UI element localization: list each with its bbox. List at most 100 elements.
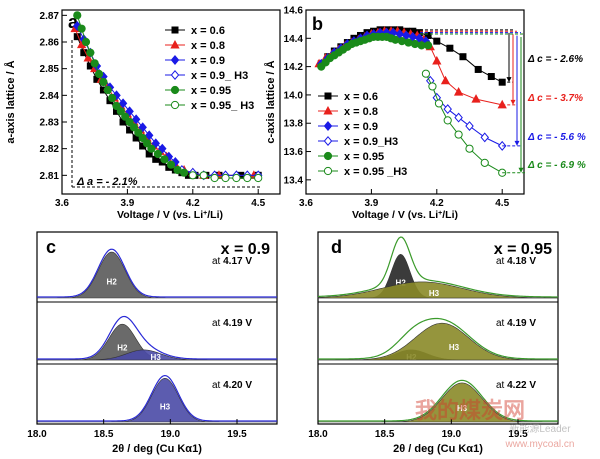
data-point [474, 65, 482, 73]
series-line [425, 73, 503, 174]
legend-label: x = 0.9 [191, 55, 225, 67]
data-point [459, 53, 467, 61]
delta-arrowhead [518, 167, 524, 173]
y-tick-label: 13.8 [284, 119, 304, 130]
legend-marker [171, 26, 179, 34]
y-tick-label: 14.2 [284, 62, 304, 73]
data-point [108, 93, 117, 103]
legend-marker [324, 92, 332, 100]
panel-a-letter: a [68, 12, 79, 32]
panel-a-series [70, 11, 263, 183]
peak-label: H3 [429, 289, 440, 298]
legend-marker [323, 166, 333, 176]
legend-marker [170, 70, 180, 80]
legend-marker [323, 121, 333, 131]
data-point [424, 31, 432, 39]
panel-a-ticks: 3.6 3.9 4.2 4.5 2.81 2.82 2.83 2.84 2.85 2.86 2.87 [40, 11, 266, 209]
x-tick-label: 18.5 [94, 429, 114, 440]
peak-area-h3 [318, 382, 559, 423]
peak-area-h3 [37, 378, 277, 423]
data-point [134, 128, 143, 137]
panel-a-legend: x = 0.6 x = 0.8 x = 0.9 x = 0.9_ H3 x = 0.95… [165, 25, 254, 112]
peak-label: H2 [107, 278, 118, 287]
delta-c-annotation: Δ c = - 6.9 % [527, 160, 586, 171]
delta-c-annotation: Δ c = - 3.7% [527, 93, 583, 104]
voltage-label: at 4.19 V [496, 318, 536, 329]
voltage-label: at 4.18 V [496, 256, 536, 267]
y-tick-label: 2.81 [40, 171, 60, 182]
y-tick-label: 13.4 [284, 175, 304, 186]
data-point [446, 44, 454, 52]
data-point [188, 171, 197, 180]
data-point [125, 106, 134, 117]
data-point [138, 133, 147, 143]
data-point [210, 173, 219, 183]
y-tick-label: 13.6 [284, 147, 304, 158]
legend-label: x = 0.9_H3 [344, 136, 398, 148]
panel-b-series [314, 26, 507, 177]
data-point [125, 117, 134, 127]
data-point [153, 149, 163, 159]
data-point [232, 173, 241, 183]
data-point [465, 144, 474, 153]
y-tick-label: 14.0 [284, 90, 304, 101]
panel-d-letter: d [331, 237, 342, 257]
panel-c: c x = 0.9 H2 at 4.17 V H2 H3 at 4.19 V H3 at 4… [27, 231, 278, 455]
x-tick-label: 4.2 [186, 198, 200, 209]
legend-marker [323, 151, 333, 161]
delta-arrowhead [506, 77, 512, 83]
watermark-line1: 我的煤炭网 [415, 398, 525, 423]
panel-d-title: x = 0.95 [494, 241, 552, 258]
data-point [487, 73, 495, 81]
peak-area-h3 [37, 349, 277, 361]
panel-d-ticks: 18.0 18.5 19.0 19.5 [308, 419, 528, 440]
panel-b-legend: x = 0.6 x = 0.8 x = 0.9 x = 0.9_H3x = 0.95 x… [318, 91, 407, 178]
data-point [158, 143, 167, 154]
envelope-line [37, 248, 277, 298]
x-tick-label: 19.0 [442, 429, 462, 440]
data-point [480, 158, 489, 167]
data-point [73, 11, 82, 20]
data-point [121, 112, 130, 121]
data-point [428, 82, 437, 91]
panel-d-xlabel: 2θ / deg (Cu Kα1) [393, 443, 483, 455]
panel-b: b c-axis lattice / Å Voltage / V (vs. Li… [264, 6, 586, 222]
data-point [166, 160, 176, 169]
x-tick-label: 3.9 [120, 198, 134, 209]
data-point [99, 77, 108, 87]
data-point [454, 130, 463, 139]
panel-c-ticks: 18.0 18.5 19.0 19.5 [27, 419, 247, 440]
delta-arrowhead [514, 140, 520, 146]
x-tick-label: 3.6 [299, 198, 313, 209]
watermark-line2: www.mycoal.cn [505, 439, 575, 450]
data-point [118, 98, 128, 109]
data-point [433, 37, 441, 45]
data-point [112, 101, 121, 111]
peak-area-h2 [37, 251, 277, 299]
data-point [90, 59, 99, 68]
legend-marker [170, 55, 180, 65]
peak-label: H3 [151, 353, 162, 362]
peak-label: H3 [160, 402, 171, 411]
data-point [171, 157, 180, 167]
x-tick-label: 19.5 [508, 429, 528, 440]
peak-label: H3 [457, 404, 468, 413]
data-point [131, 114, 141, 125]
legend-label: x = 0.9_ H3 [191, 70, 248, 82]
data-point [454, 112, 463, 123]
data-point [421, 69, 430, 78]
data-point [112, 90, 121, 101]
envelope-line [317, 236, 559, 298]
x-tick-label: 4.5 [251, 198, 265, 209]
panel-b-xlabel: Voltage / V (vs. Li+/Li) [352, 209, 458, 221]
data-point [410, 39, 420, 49]
y-tick-label: 14.6 [284, 6, 304, 17]
panel-b-ylabel: c-axis lattice / Å [264, 60, 277, 143]
watermark-brand: 新能源Leader [509, 422, 571, 435]
data-point [83, 52, 93, 62]
panel-c-title: x = 0.9 [221, 241, 270, 258]
y-tick-label: 2.83 [40, 118, 60, 129]
panel-a-frame [61, 9, 281, 195]
data-point [391, 35, 400, 44]
